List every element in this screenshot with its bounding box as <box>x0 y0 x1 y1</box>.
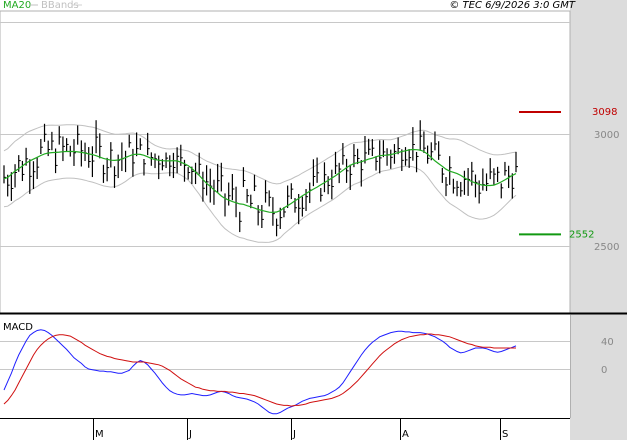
month-label-j2: J <box>292 429 296 440</box>
ma20-line-group <box>3 148 517 214</box>
bollinger-bands <box>3 124 517 243</box>
month-label-m: M <box>95 429 104 440</box>
copyright-text: © TEC 6/9/2026 3:0 GMT <box>449 0 576 11</box>
support-label: 2552 <box>569 229 594 240</box>
bband-lower-line <box>3 165 517 243</box>
ma20-line <box>3 148 517 214</box>
macd-title: MACD <box>3 322 33 333</box>
price-tick-2500: 2500 <box>594 242 619 253</box>
price-bars <box>3 120 518 237</box>
bband-upper-line <box>3 124 517 185</box>
macd-line <box>3 329 517 415</box>
price-axis-panel <box>570 0 627 440</box>
price-tick-3000: 3000 <box>594 130 619 141</box>
x-axis-months: M J J A S <box>93 418 508 440</box>
macd-tick-0: 0 <box>601 365 607 376</box>
month-label-a: A <box>402 429 409 440</box>
legend-bbands: BBands <box>41 0 79 11</box>
macd-pane <box>0 315 570 418</box>
legend-ma20: MA20 <box>3 0 31 11</box>
month-label-s: S <box>502 429 508 440</box>
macd-signal-line <box>3 333 516 407</box>
resistance-label: 3098 <box>592 107 617 118</box>
macd-tick-40: 40 <box>601 337 614 348</box>
month-label-j1: J <box>188 429 192 440</box>
macd-lines <box>3 329 517 415</box>
price-pane <box>0 10 571 314</box>
